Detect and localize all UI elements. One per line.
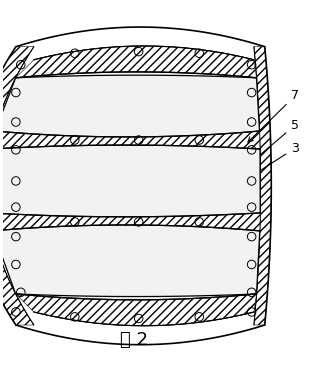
Polygon shape <box>16 46 256 78</box>
Polygon shape <box>0 211 260 231</box>
Polygon shape <box>16 294 256 326</box>
Polygon shape <box>0 72 259 137</box>
Text: 5: 5 <box>250 119 299 164</box>
Polygon shape <box>0 145 260 217</box>
Text: 图 2: 图 2 <box>120 331 148 349</box>
Text: 7: 7 <box>248 89 299 142</box>
Polygon shape <box>0 129 260 149</box>
Polygon shape <box>0 225 260 300</box>
Text: 3: 3 <box>250 142 299 177</box>
